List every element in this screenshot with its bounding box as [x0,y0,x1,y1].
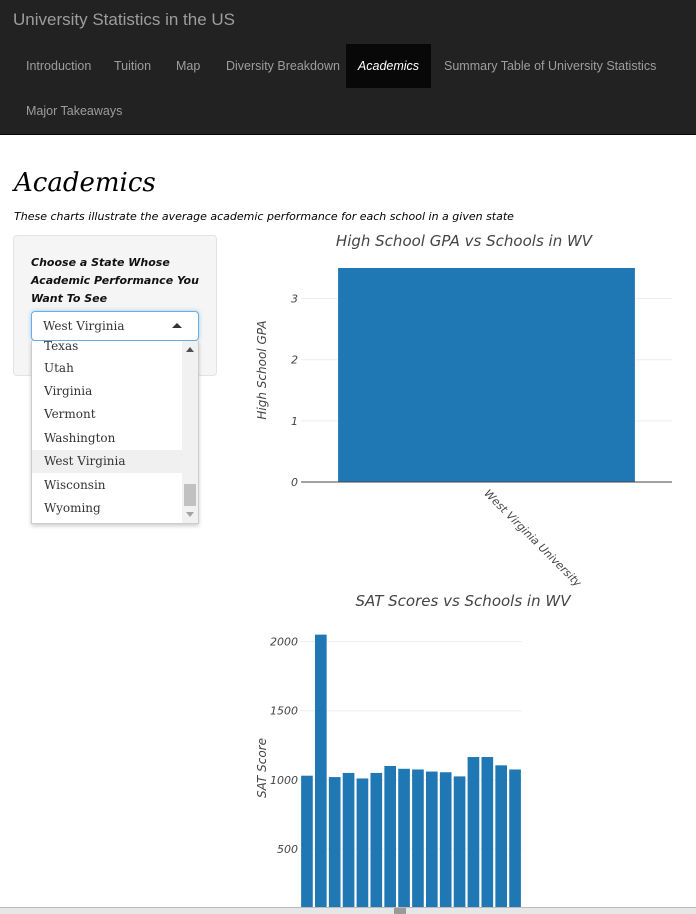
tab-diversity-breakdown[interactable]: Diversity Breakdown [226,59,340,73]
sat-bar[interactable] [467,757,480,913]
scroll-thumb[interactable] [184,484,196,506]
tab-summary-table[interactable]: Summary Table of University Statistics [444,59,657,73]
sat-bar[interactable] [314,634,327,913]
sat-bar[interactable] [495,765,508,913]
horizontal-scrollbar[interactable] [0,907,696,914]
option-vermont[interactable]: Vermont [44,407,96,421]
sat-bar[interactable] [356,778,369,913]
option-texas[interactable]: Texas [44,341,79,353]
tab-academics[interactable]: Academics [346,44,431,88]
state-select[interactable]: West Virginia [31,311,199,341]
gpa-chart-title: High School GPA vs Schools in WV [336,232,594,250]
app-title: University Statistics in the US [13,10,236,29]
sat-bar[interactable] [328,777,341,913]
scroll-down-arrow-icon[interactable] [186,512,194,517]
sat-bar[interactable] [439,772,452,913]
gpa-y-tick-label: 1 [291,415,298,428]
gpa-y-axis-label: High School GPA [255,320,269,419]
gpa-y-tick-label: 0 [291,476,298,489]
gpa-y-tick-label: 3 [291,293,298,306]
sat-y-axis-label: SAT Score [255,738,269,798]
option-wyoming[interactable]: Wyoming [44,501,101,515]
state-select-label: Choose a State Whose Academic Performanc… [31,256,199,305]
option-west-virginia[interactable]: West Virginia [32,450,182,473]
sat-bar[interactable] [301,775,313,913]
state-select-value: West Virginia [43,319,125,333]
sat-bar[interactable] [425,771,438,913]
sat-bar[interactable] [370,772,383,913]
option-utah[interactable]: Utah [44,361,74,375]
option-virginia[interactable]: Virginia [44,384,93,398]
sat-bar[interactable] [412,769,424,913]
page-title: Academics [14,168,156,198]
state-dropdown-menu: Texas Utah Virginia Vermont Washington W… [31,341,199,524]
sat-y-tick-label: 1500 [270,705,298,718]
option-wisconsin[interactable]: Wisconsin [44,478,106,492]
sat-bar[interactable] [398,768,410,913]
gpa-bar[interactable] [338,268,635,482]
sat-bar[interactable] [509,769,521,913]
sat-bar[interactable] [384,766,397,913]
sat-y-tick-label: 500 [277,843,298,856]
sat-bar[interactable] [453,776,466,913]
dropdown-scrollbar[interactable] [182,341,198,523]
sat-y-tick-label: 2000 [270,636,298,649]
sat-chart-title: SAT Scores vs Schools in WV [356,592,573,610]
gpa-x-tick-label: West Virginia University [481,487,584,590]
horizontal-scroll-thumb[interactable] [394,908,406,914]
tab-tuition[interactable]: Tuition [114,59,152,73]
tab-major-takeaways[interactable]: Major Takeaways [26,104,123,118]
sat-bar[interactable] [342,772,355,913]
gpa-y-tick-label: 2 [291,354,298,367]
sat-bar[interactable] [481,757,494,913]
sat-y-tick-label: 1000 [270,774,298,787]
page-subtitle: These charts illustrate the average acad… [14,210,514,223]
tab-map[interactable]: Map [176,59,201,73]
scroll-up-arrow-icon[interactable] [186,347,194,352]
caret-up-icon [172,323,182,328]
navbar: University Statistics in the US Introduc… [0,0,696,135]
tab-introduction[interactable]: Introduction [26,59,92,73]
option-washington[interactable]: Washington [44,431,116,445]
